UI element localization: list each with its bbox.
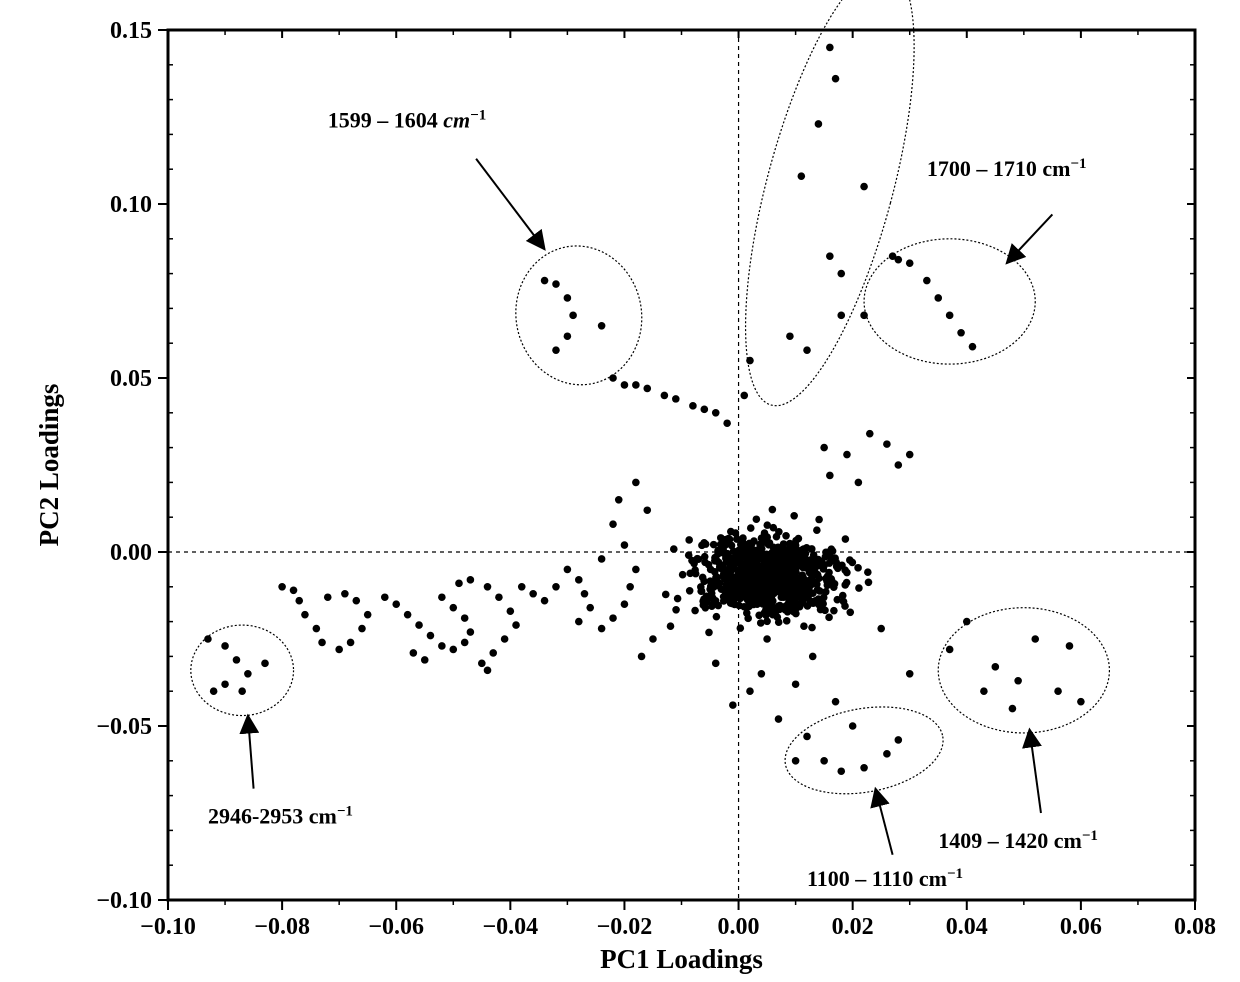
x-tick-label: 0.00 [718,914,760,940]
annotation-label-cluster-1599-1604: 1599 – 1604 cm−1 [328,107,486,132]
y-tick-label: 0.10 [110,192,152,218]
x-tick-label: −0.06 [368,914,424,940]
annotation-label-cluster-1700-1710: 1700 – 1710 cm−1 [927,156,1087,181]
x-tick-label: 0.08 [1174,914,1216,940]
annotation-label-cluster-1100-1110: 1100 – 1110 cm−1 [807,866,963,891]
y-tick-label: −0.10 [96,888,152,914]
x-tick-label: −0.04 [482,914,538,940]
x-tick-label: 0.06 [1060,914,1102,940]
y-tick-label: 0.00 [110,540,152,566]
x-tick-label: 0.04 [946,914,988,940]
y-tick-label: 0.05 [110,366,152,392]
x-tick-label: 0.02 [832,914,874,940]
y-tick-label: 0.15 [110,18,152,44]
y-tick-label: −0.05 [96,714,152,740]
x-tick-label: −0.08 [254,914,310,940]
x-axis-label: PC1 Loadings [600,944,763,974]
chart-container: 1640 – 1660 cm−11599 – 1604 cm−11700 – 1… [0,0,1240,982]
chart-svg: 1640 – 1660 cm−11599 – 1604 cm−11700 – 1… [0,0,1240,982]
annotation-label-cluster-1409-1420: 1409 – 1420 cm−1 [938,828,1098,853]
y-axis-label: PC2 Loadings [34,384,64,547]
x-tick-label: −0.02 [597,914,653,940]
x-tick-label: −0.10 [140,914,196,940]
annotation-label-cluster-2946-2953: 2946-2953 cm−1 [208,803,353,828]
